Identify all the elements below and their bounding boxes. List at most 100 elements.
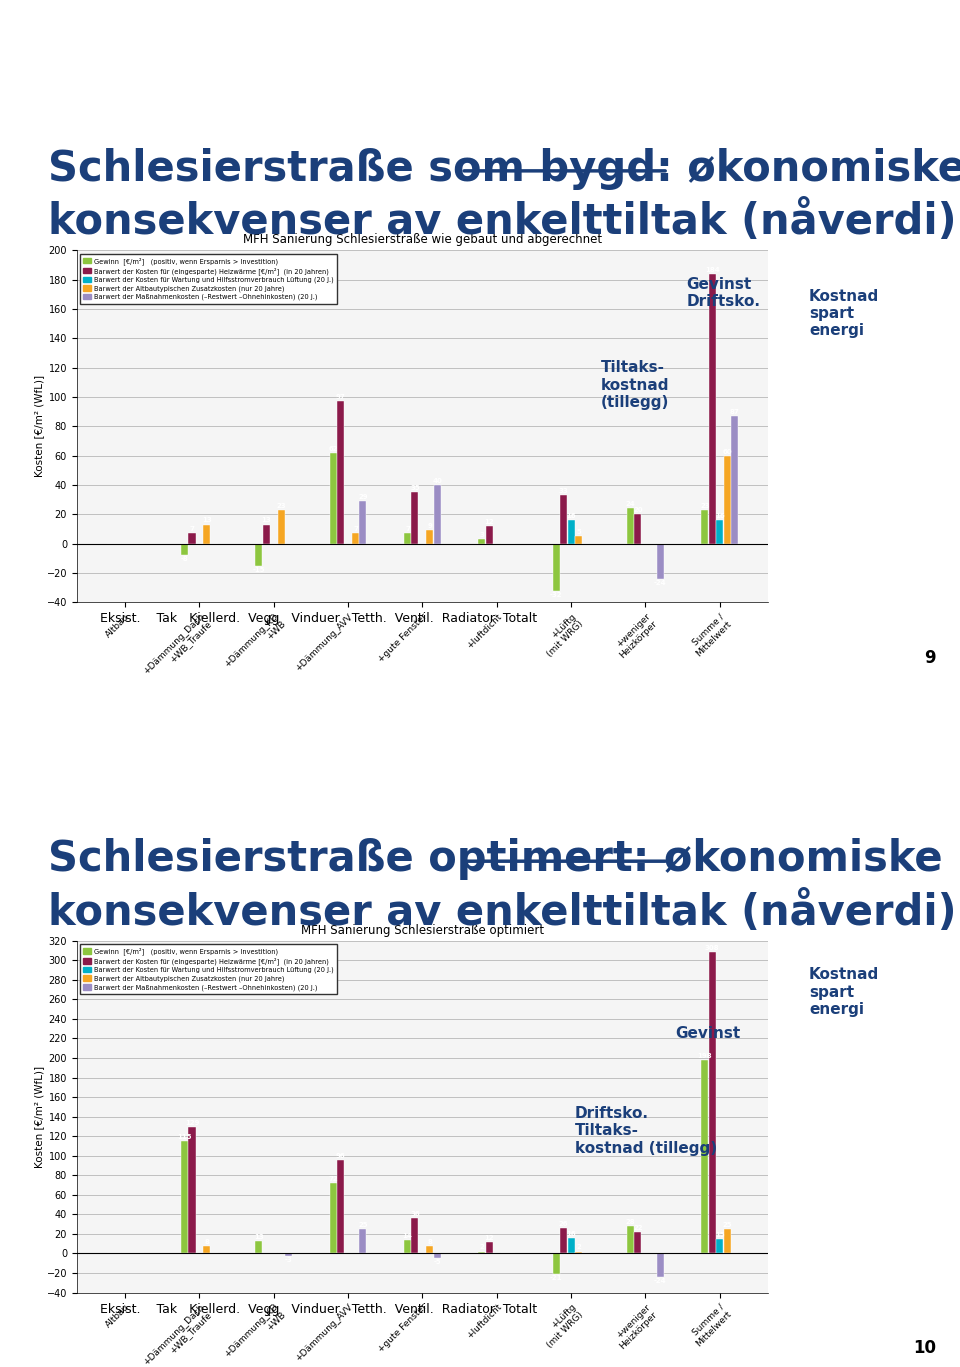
Text: 22: 22	[634, 1225, 642, 1230]
Text: -24: -24	[654, 1278, 666, 1284]
Text: Eksist.    Tak   Kjellerd.  Vegg   Vinduer   Tetth.  Ventil.  Radiator  Totalt: Eksist. Tak Kjellerd. Vegg Vinduer Tetth…	[100, 612, 537, 626]
Bar	[708, 953, 716, 1254]
Bar	[702, 510, 708, 544]
Text: 8: 8	[427, 1239, 432, 1244]
Text: 5: 5	[576, 529, 581, 536]
Text: -15: -15	[252, 567, 265, 573]
Text: konsekvenser av enkelttiltak (nåverdi): konsekvenser av enkelttiltak (nåverdi)	[48, 891, 956, 934]
Bar	[716, 519, 723, 544]
Bar	[434, 485, 441, 544]
Text: 7: 7	[189, 526, 195, 532]
Text: 29: 29	[358, 493, 368, 500]
Y-axis label: Kosten [€/m² (WfL)]: Kosten [€/m² (WfL)]	[34, 1065, 44, 1167]
Text: Gevinst
Driftsko.: Gevinst Driftsko.	[686, 276, 760, 309]
Bar	[329, 1182, 337, 1254]
Bar	[204, 525, 210, 544]
Text: 2: 2	[479, 1244, 484, 1251]
Bar	[657, 1254, 663, 1277]
Bar	[426, 530, 433, 544]
Text: 23: 23	[276, 503, 286, 509]
Text: 96: 96	[336, 1152, 346, 1159]
Text: 33: 33	[559, 488, 568, 493]
Text: 7: 7	[405, 526, 410, 532]
Text: 129: 129	[184, 1121, 200, 1126]
Bar	[567, 519, 575, 544]
Text: 26: 26	[559, 1221, 568, 1228]
Bar	[716, 1239, 723, 1254]
Bar	[404, 533, 411, 544]
Bar	[553, 1254, 560, 1274]
Text: 2: 2	[576, 1244, 581, 1251]
Text: 13: 13	[202, 518, 212, 524]
Text: 12: 12	[485, 519, 494, 525]
Title: MFH Sanierung Schlesierstraße wie gebaut und abgerechnet: MFH Sanierung Schlesierstraße wie gebaut…	[243, 234, 602, 246]
Text: 25: 25	[358, 1222, 368, 1228]
Bar	[567, 1239, 575, 1254]
Text: 12: 12	[485, 1234, 494, 1241]
Bar	[724, 455, 731, 544]
Text: SINTEF Byggforsk: SINTEF Byggforsk	[424, 652, 536, 664]
Text: 35: 35	[410, 485, 420, 491]
Text: 20: 20	[634, 507, 643, 513]
Text: -21: -21	[550, 1275, 563, 1281]
Bar	[277, 510, 285, 544]
Bar	[478, 1252, 486, 1254]
Bar	[337, 402, 345, 544]
Bar	[285, 1254, 292, 1256]
Text: 25: 25	[722, 1222, 732, 1228]
Text: Driftsko.
Tiltaks-
kostnad (tillegg): Driftsko. Tiltaks- kostnad (tillegg)	[575, 1106, 717, 1155]
Text: 13: 13	[254, 1233, 264, 1240]
Bar	[434, 1254, 441, 1259]
Text: 9: 9	[924, 649, 936, 667]
Text: 3: 3	[479, 532, 484, 539]
Bar	[575, 1252, 582, 1254]
Text: 14: 14	[402, 1233, 413, 1239]
Text: 7: 7	[353, 526, 358, 532]
Bar	[337, 1159, 345, 1254]
Text: -24: -24	[654, 580, 666, 586]
Text: konsekvenser av enkelttiltak (nåverdi): konsekvenser av enkelttiltak (nåverdi)	[48, 201, 956, 243]
Text: 198: 198	[698, 1053, 712, 1059]
Text: Kostnad
spart
energi: Kostnad spart energi	[809, 288, 879, 339]
Bar	[560, 495, 567, 544]
Bar	[635, 1232, 641, 1254]
Text: 16: 16	[566, 1230, 576, 1237]
Bar	[635, 514, 641, 544]
Title: MFH Sanierung Schlesierstraße optimiert: MFH Sanierung Schlesierstraße optimiert	[300, 924, 544, 936]
Bar	[412, 492, 419, 544]
Bar	[412, 1218, 419, 1254]
Bar	[359, 502, 367, 544]
Text: 308: 308	[705, 946, 720, 951]
Text: 184: 184	[705, 267, 720, 273]
Bar	[404, 1240, 411, 1254]
Bar	[255, 1241, 262, 1254]
Text: 36: 36	[410, 1211, 420, 1217]
Bar	[575, 536, 582, 544]
Bar	[188, 533, 196, 544]
Text: Schlesierstraße optimert: økonomiske: Schlesierstraße optimert: økonomiske	[48, 838, 943, 880]
Bar	[627, 509, 634, 544]
Text: 24: 24	[626, 502, 636, 507]
Text: 13: 13	[261, 518, 271, 524]
Text: Tiltaks-
kostnad
(tillegg): Tiltaks- kostnad (tillegg)	[601, 361, 669, 410]
Legend: Gewinn  [€/m²]   (positiv, wenn Ersparnis > Investition), Barwert der Kosten für: Gewinn [€/m²] (positiv, wenn Ersparnis >…	[80, 945, 337, 994]
Bar	[486, 1241, 492, 1254]
Text: Eksist.    Tak   Kjellerd.  Vegg   Vinduer   Tetth.  Ventil.  Radiator  Totalt: Eksist. Tak Kjellerd. Vegg Vinduer Tetth…	[100, 1303, 537, 1316]
Bar	[486, 526, 492, 544]
Bar	[263, 525, 270, 544]
Bar	[560, 1228, 567, 1254]
Bar	[204, 1245, 210, 1254]
Text: 115: 115	[178, 1135, 192, 1140]
Text: S: S	[23, 1344, 31, 1353]
Text: SINTEF: SINTEF	[62, 651, 118, 666]
Text: 15: 15	[715, 1232, 725, 1237]
Bar	[553, 544, 560, 591]
Bar	[426, 1245, 433, 1254]
Bar	[731, 416, 738, 544]
Text: 16: 16	[715, 513, 725, 519]
Text: 23: 23	[700, 503, 709, 509]
Text: 10: 10	[913, 1340, 936, 1357]
Bar	[478, 539, 486, 544]
Bar	[359, 1229, 367, 1254]
Y-axis label: Kosten [€/m² (WfL)]: Kosten [€/m² (WfL)]	[34, 375, 44, 477]
